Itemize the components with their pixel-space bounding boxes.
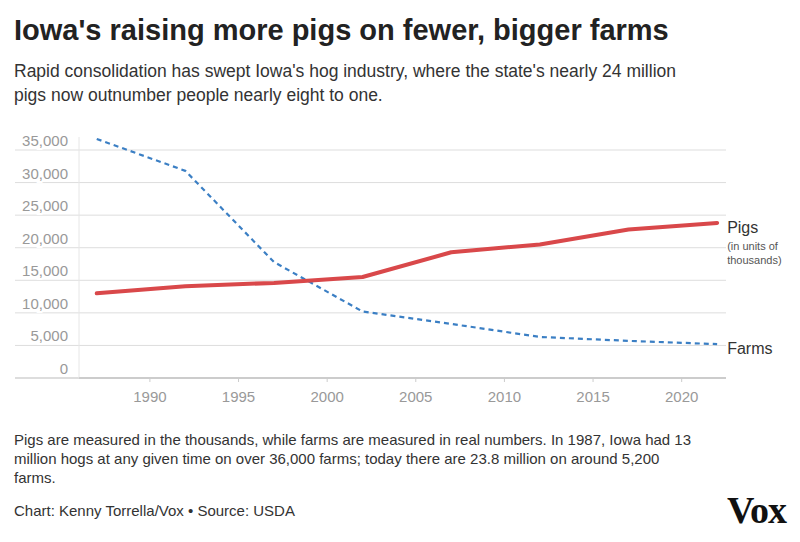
- x-tick-label: 2020: [665, 388, 698, 405]
- x-tick-label: 1995: [222, 388, 255, 405]
- x-tick: [415, 378, 416, 382]
- grid-line: [15, 150, 726, 151]
- note: million hogs at any given time on over 3…: [14, 450, 659, 467]
- chart: Iowa's raising more pigs on fewer, bigge…: [0, 0, 800, 542]
- x-tick-label: 1990: [133, 388, 166, 405]
- y-tick-label: 10,000: [22, 295, 68, 312]
- series-label: Pigs: [727, 219, 758, 236]
- grid-line: [15, 215, 726, 216]
- x-tick: [149, 378, 150, 382]
- series-line: [97, 223, 717, 293]
- title: Iowa's raising more pigs on fewer, bigge…: [14, 14, 669, 46]
- plot-area: [97, 139, 717, 344]
- subtitle: pigs now outnumber people nearly eight t…: [14, 85, 383, 105]
- grid-line: [15, 280, 726, 281]
- grid-line: [15, 345, 726, 346]
- x-tick-label: 2015: [576, 388, 609, 405]
- y-tick-label: 0: [60, 360, 68, 377]
- y-tick-label: 25,000: [22, 197, 68, 214]
- x-tick: [504, 378, 505, 382]
- y-axis-line: [79, 137, 80, 378]
- grid-line: [15, 182, 726, 183]
- source: Chart: Kenny Torrella/Vox • Source: USDA: [14, 502, 295, 519]
- subtitle: Rapid consolidation has swept Iowa's hog…: [14, 61, 676, 81]
- series-line: [97, 139, 717, 344]
- grid-line: [15, 247, 726, 248]
- y-tick-label: 30,000: [22, 165, 68, 182]
- grid-line: [15, 312, 726, 313]
- x-tick-label: 2010: [488, 388, 521, 405]
- y-tick-label: 35,000: [22, 132, 68, 149]
- y-tick-label: 15,000: [22, 262, 68, 279]
- note: Pigs are measured in the thousands, whil…: [14, 431, 691, 448]
- x-axis-line: [79, 378, 726, 379]
- x-tick-label: 2000: [310, 388, 343, 405]
- logo: Vox: [727, 489, 787, 531]
- x-tick: [681, 378, 682, 382]
- y-tick-label: 20,000: [22, 230, 68, 247]
- series-annotation: thousands): [727, 254, 781, 266]
- y-tick-label: 5,000: [30, 327, 68, 344]
- series-label: Farms: [727, 340, 772, 357]
- grid-line: [15, 378, 726, 379]
- x-tick: [593, 378, 594, 382]
- x-tick: [327, 378, 328, 382]
- x-tick-label: 2005: [399, 388, 432, 405]
- x-tick: [238, 378, 239, 382]
- note: farms.: [14, 469, 56, 486]
- series-annotation: (in units of: [727, 240, 779, 252]
